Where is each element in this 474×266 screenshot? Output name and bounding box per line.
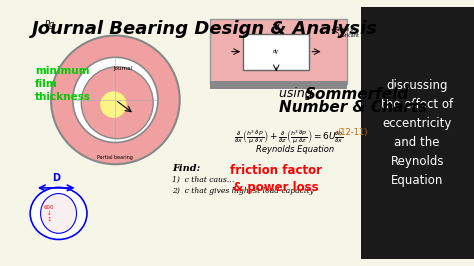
Text: Journal Bearing Design & Analysis: Journal Bearing Design & Analysis — [32, 20, 378, 38]
Text: Sommerfeld: Sommerfeld — [305, 87, 409, 102]
Circle shape — [73, 57, 158, 143]
Text: discussing
the effect of
eccentricity
and the
Reynolds
Equation: discussing the effect of eccentricity an… — [381, 79, 453, 187]
Text: 600
↓
1: 600 ↓ 1 — [44, 205, 55, 222]
Text: friction factor
& power loss: friction factor & power loss — [230, 164, 322, 194]
Ellipse shape — [30, 188, 87, 239]
Text: minimum
film
thickness: minimum film thickness — [35, 66, 91, 102]
Circle shape — [100, 91, 127, 118]
Text: 2)  c that gives highest load capacity: 2) c that gives highest load capacity — [172, 187, 314, 195]
Bar — [210, 19, 347, 84]
Bar — [361, 7, 474, 259]
Text: Flow of
lubricant: Flow of lubricant — [338, 27, 360, 38]
Circle shape — [51, 36, 180, 164]
Ellipse shape — [41, 194, 77, 233]
Text: D: D — [52, 173, 60, 183]
Text: Pg: Pg — [45, 20, 55, 29]
Text: Find:: Find: — [172, 164, 201, 173]
Bar — [243, 34, 310, 70]
Text: Number & Charts: Number & Charts — [279, 100, 428, 115]
Text: Reynolds Equation: Reynolds Equation — [256, 145, 334, 154]
Text: 1)  c that caus…: 1) c that caus… — [172, 176, 235, 184]
Text: $\frac{\partial}{\partial x}\left(\frac{h^3}{\mu}\frac{\partial p}{\partial x}\r: $\frac{\partial}{\partial x}\left(\frac{… — [234, 128, 344, 146]
Text: dy: dy — [273, 49, 279, 54]
Circle shape — [81, 67, 153, 139]
Text: using: using — [279, 87, 317, 100]
Text: Partial bearing: Partial bearing — [98, 156, 133, 160]
Bar — [210, 81, 347, 89]
Text: Journal: Journal — [113, 66, 133, 70]
Text: (12-11): (12-11) — [338, 128, 368, 137]
